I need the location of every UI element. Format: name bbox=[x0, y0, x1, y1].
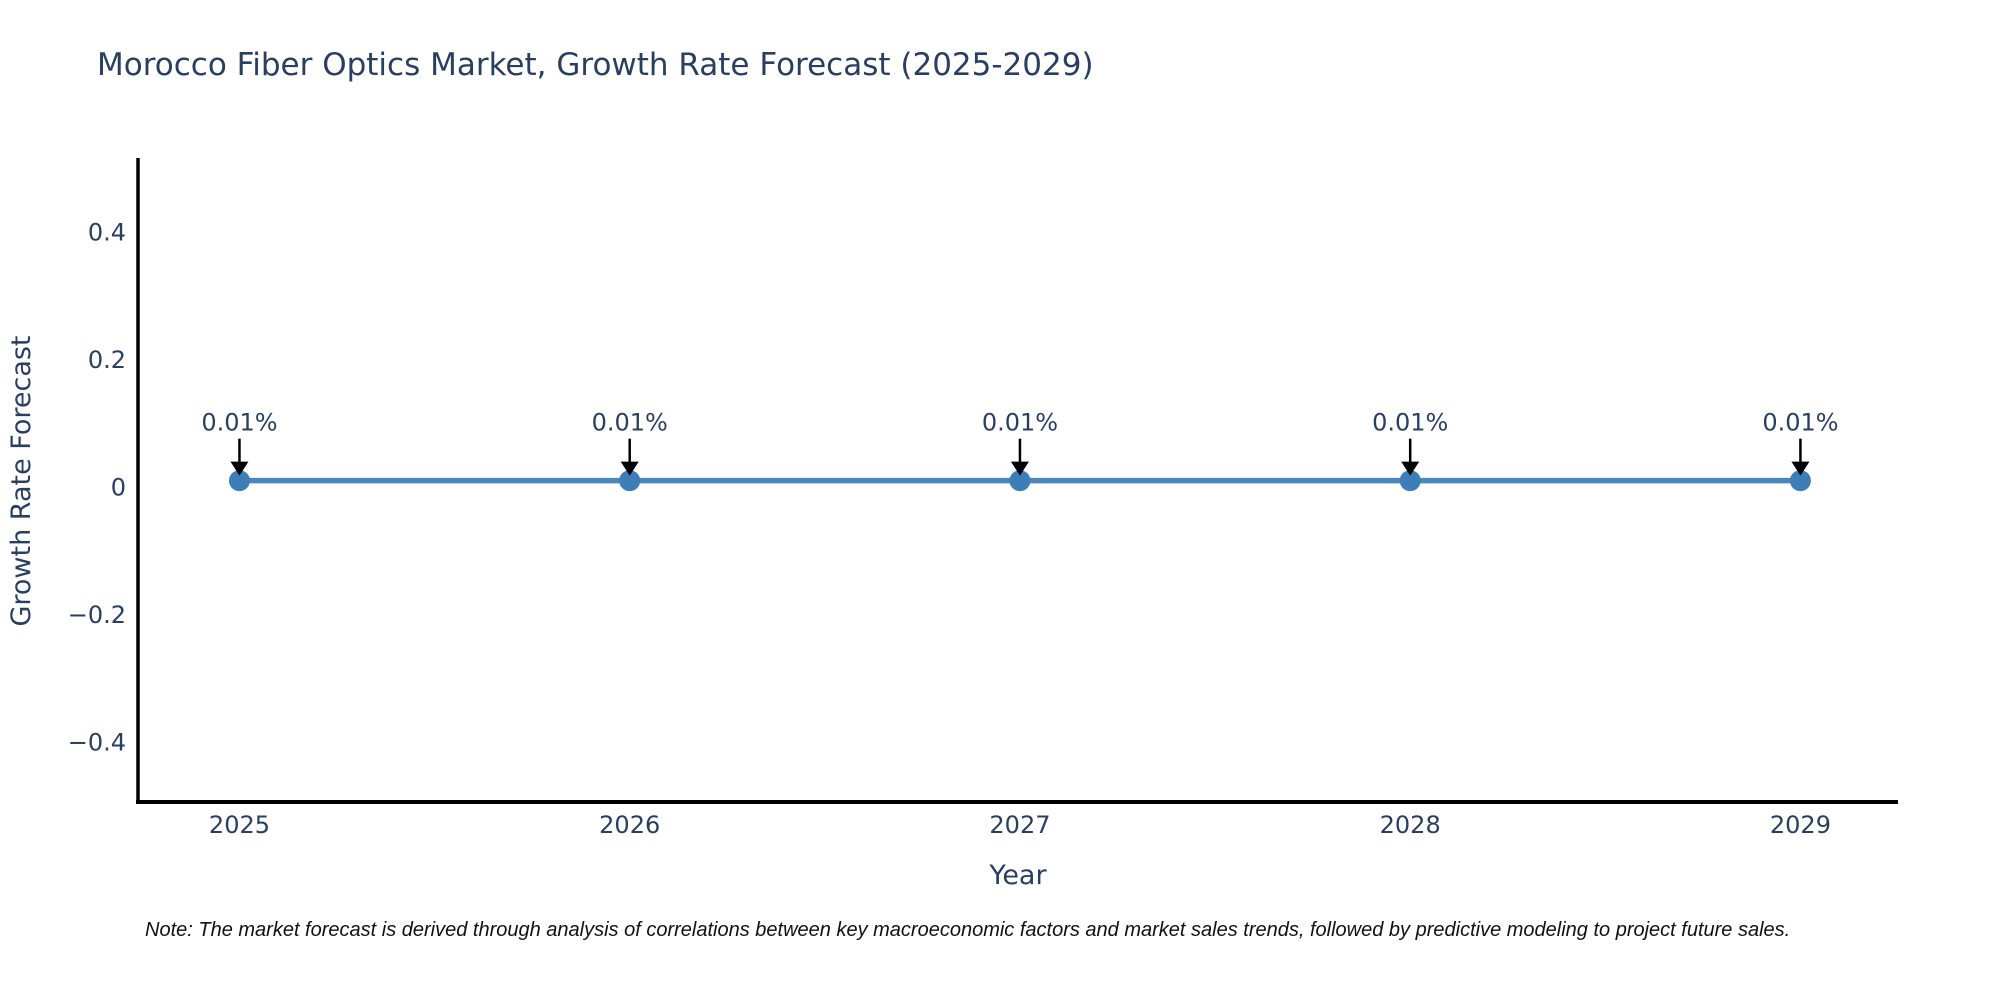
footnote: Note: The market forecast is derived thr… bbox=[145, 919, 1791, 941]
y-tick-label: 0.2 bbox=[88, 346, 126, 374]
point-value-label: 0.01% bbox=[592, 409, 668, 437]
x-tick-label: 2026 bbox=[599, 811, 660, 839]
y-axis-title: Growth Rate Forecast bbox=[6, 335, 37, 626]
annotation-arrowhead-icon bbox=[1010, 461, 1029, 476]
y-tick-label: −0.2 bbox=[68, 601, 126, 629]
annotation-arrowhead-icon bbox=[1791, 461, 1810, 476]
data-point-marker bbox=[1399, 470, 1421, 492]
annotation-arrowhead-icon bbox=[620, 461, 639, 476]
y-tick-label: 0.4 bbox=[88, 219, 126, 247]
x-tick-label: 2028 bbox=[1380, 811, 1441, 839]
data-point-marker bbox=[619, 470, 641, 492]
annotation-arrowhead-icon bbox=[230, 461, 249, 476]
data-point-marker bbox=[1009, 470, 1031, 492]
point-value-label: 0.01% bbox=[1762, 409, 1838, 437]
data-point-marker bbox=[228, 470, 250, 492]
data-point-marker bbox=[1789, 470, 1811, 492]
x-tick-label: 2025 bbox=[209, 811, 270, 839]
point-value-label: 0.01% bbox=[1372, 409, 1448, 437]
annotation-arrowhead-icon bbox=[1401, 461, 1420, 476]
x-tick-label: 2029 bbox=[1770, 811, 1831, 839]
y-tick-label: −0.4 bbox=[68, 729, 126, 757]
x-tick-label: 2027 bbox=[989, 811, 1050, 839]
point-value-label: 0.01% bbox=[201, 409, 277, 437]
chart-title: Morocco Fiber Optics Market, Growth Rate… bbox=[97, 47, 1094, 83]
x-axis-title: Year bbox=[988, 860, 1047, 891]
point-value-label: 0.01% bbox=[982, 409, 1058, 437]
y-tick-label: 0 bbox=[111, 474, 126, 502]
